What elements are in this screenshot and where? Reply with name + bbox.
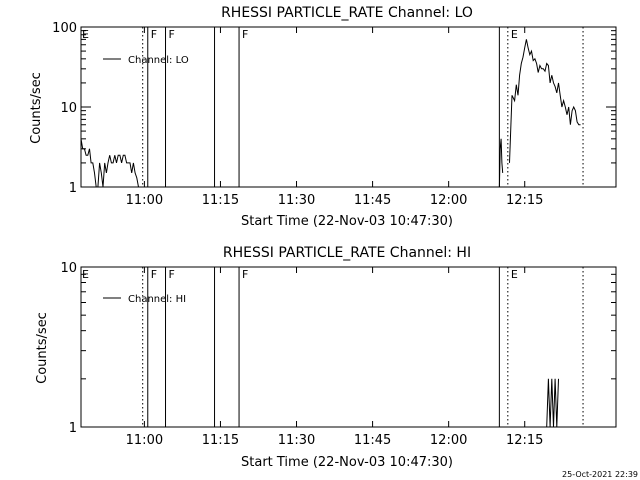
footer-timestamp: 25-Oct-2021 22:39 <box>562 470 638 479</box>
chart-title-lo: RHESSI PARTICLE_RATE Channel: LO <box>221 5 473 21</box>
y-axis-label-lo: Counts/sec <box>29 72 44 144</box>
y-tick-label-lo: 1 <box>69 181 77 196</box>
panel-hi: RHESSI PARTICLE_RATE Channel: HI Counts/… <box>35 245 617 470</box>
y-axis-label-hi: Counts/sec <box>35 312 50 384</box>
x-tick-label-lo: 11:00 <box>126 193 163 208</box>
x-tick-label-hi: 11:00 <box>126 433 163 448</box>
panel-lo: RHESSI PARTICLE_RATE Channel: LO Counts/… <box>29 5 617 229</box>
x-axis-label-hi: Start Time (22-Nov-03 10:47:30) <box>241 455 453 470</box>
plot-frame-lo <box>80 26 617 188</box>
x-tick-label-hi: 11:45 <box>354 433 391 448</box>
event-marker-label-lo: F <box>151 28 157 41</box>
event-marker-label-lo: E <box>82 28 89 41</box>
series-line-lo <box>509 39 581 163</box>
y-tick-label-lo: 10 <box>60 101 77 116</box>
legend-label-hi: Channel: HI <box>128 294 186 305</box>
x-axis-label-lo: Start Time (22-Nov-03 10:47:30) <box>241 214 453 229</box>
plot-frame-hi <box>80 266 617 428</box>
x-tick-label-lo: 11:30 <box>278 193 315 208</box>
event-marker-label-lo: F <box>242 28 248 41</box>
event-marker-label-lo: F <box>169 28 175 41</box>
x-tick-label-lo: 11:45 <box>354 193 391 208</box>
event-marker-label-hi: E <box>511 268 518 281</box>
event-marker-label-hi: E <box>82 268 89 281</box>
series-line-lo <box>498 138 504 188</box>
x-tick-label-hi: 11:15 <box>202 433 239 448</box>
x-tick-label-hi: 12:00 <box>430 433 467 448</box>
event-marker-label-hi: F <box>169 268 175 281</box>
x-tick-label-hi: 11:30 <box>278 433 315 448</box>
x-tick-label-hi: 12:15 <box>506 433 543 448</box>
event-marker-label-hi: F <box>151 268 157 281</box>
x-tick-label-lo: 11:15 <box>202 193 239 208</box>
chart-title-hi: RHESSI PARTICLE_RATE Channel: HI <box>223 245 471 261</box>
event-marker-label-lo: E <box>511 28 518 41</box>
y-tick-label-hi: 10 <box>60 261 77 276</box>
y-tick-label-hi: 1 <box>69 421 77 436</box>
event-marker-label-hi: F <box>242 268 248 281</box>
series-line-lo <box>80 138 139 188</box>
y-tick-label-lo: 100 <box>52 21 77 36</box>
legend-label-lo: Channel: LO <box>128 55 189 66</box>
x-tick-label-lo: 12:00 <box>430 193 467 208</box>
series-line-hi <box>546 378 559 428</box>
x-tick-label-lo: 12:15 <box>506 193 543 208</box>
